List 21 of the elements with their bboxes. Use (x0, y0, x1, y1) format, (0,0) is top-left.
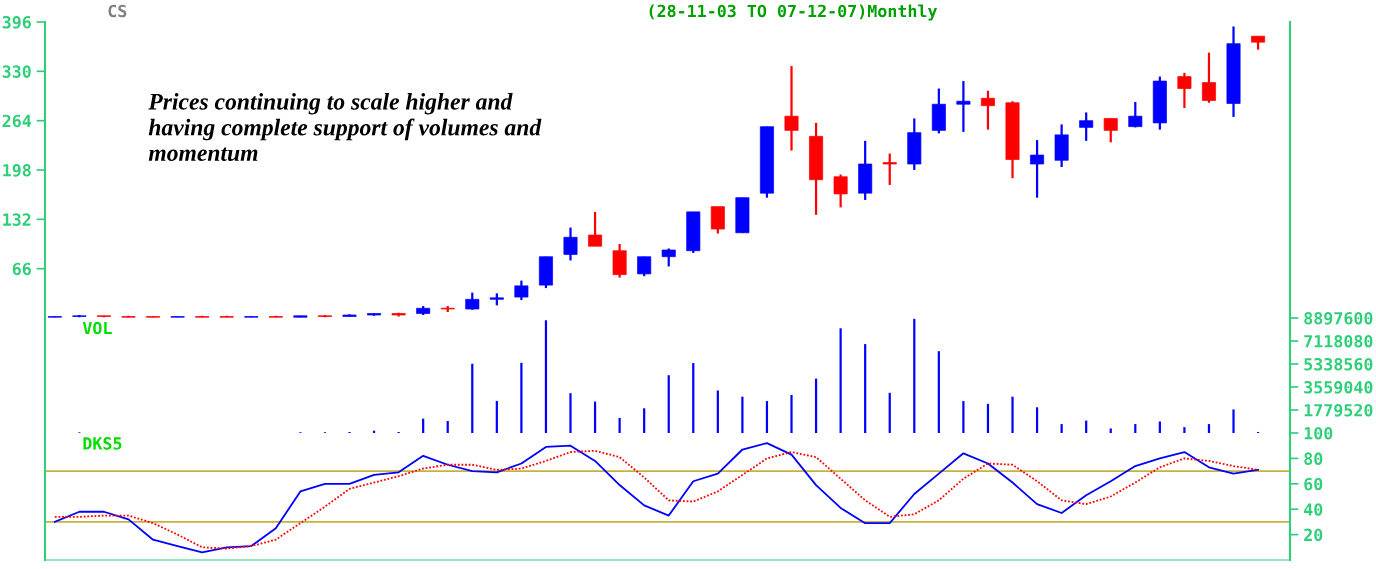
annotation: Prices continuing to scale higher and having complete support of volumes and momentum (148, 93, 542, 162)
y-tick-label: 80 (1304, 452, 1323, 465)
y-tick-label: 7118080 (1304, 334, 1373, 348)
y-tick-label: 20 (1304, 528, 1323, 542)
y-tick-label: 66 (12, 262, 31, 276)
y-tick-label: 5338560 (1304, 357, 1373, 371)
y-tick-label: 3559040 (1304, 380, 1373, 394)
y-tick-label: 330 (2, 65, 31, 78)
y-tick-label: 396 (2, 15, 31, 29)
y-tick-label: 40 (1304, 503, 1323, 516)
y-tick-label: 100 (1304, 426, 1333, 440)
annotation: DKS5 (83, 437, 122, 450)
chart-title: (28-11-03 TO 07-12-07)Monthly (649, 4, 938, 21)
y-tick-label: 60 (1304, 477, 1323, 491)
annotation: VOL (82, 321, 112, 335)
text: CS (108, 4, 127, 18)
y-tick-label: 198 (3, 163, 31, 177)
y-tick-label: 8897600 (1304, 311, 1373, 325)
y-tick-label: 1779520 (1304, 403, 1373, 417)
y-tick-label: 264 (2, 114, 32, 128)
y-tick-label: 132 (3, 213, 31, 226)
